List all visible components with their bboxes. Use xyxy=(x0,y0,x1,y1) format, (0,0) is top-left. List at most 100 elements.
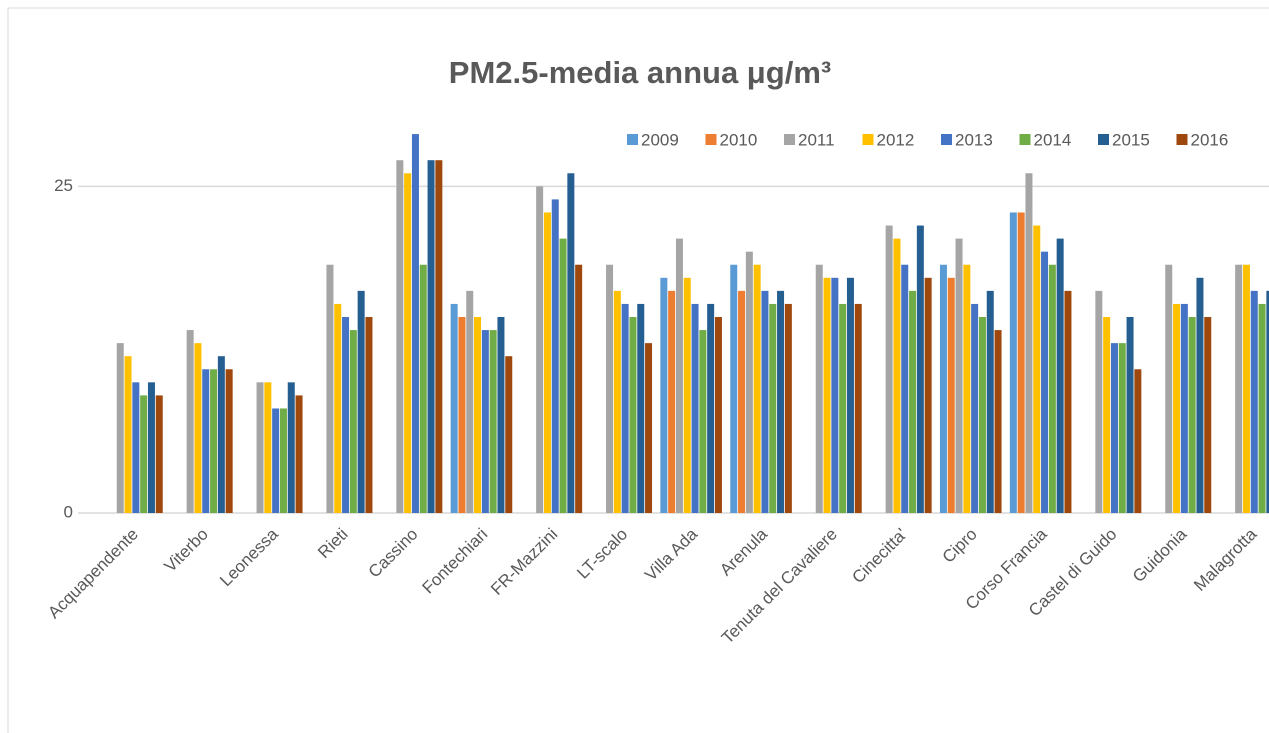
bar xyxy=(210,369,218,513)
legend-swatch xyxy=(862,134,874,145)
bar xyxy=(777,290,785,513)
bar xyxy=(559,238,567,513)
bar xyxy=(753,264,761,513)
legend-swatch xyxy=(941,134,952,145)
bar xyxy=(784,303,792,513)
bar xyxy=(575,264,583,513)
bar xyxy=(761,290,769,513)
bar xyxy=(404,173,412,513)
legend-label: 2014 xyxy=(1034,130,1072,149)
bar xyxy=(194,343,202,513)
bar xyxy=(613,290,621,513)
legend-label: 2009 xyxy=(641,130,679,149)
legend-swatch xyxy=(627,134,638,145)
bar xyxy=(466,290,474,513)
bar xyxy=(1180,303,1188,513)
bar xyxy=(225,369,233,513)
legend-label: 2015 xyxy=(1112,130,1150,149)
legend-swatch xyxy=(1019,134,1031,145)
bar xyxy=(978,317,986,513)
bar xyxy=(155,395,163,513)
bar xyxy=(489,330,497,513)
bar xyxy=(963,264,971,513)
legend-swatch xyxy=(1098,134,1109,145)
legend-swatch xyxy=(705,134,717,145)
bar xyxy=(924,277,932,513)
bar xyxy=(1095,290,1103,513)
bar xyxy=(994,330,1002,513)
bar xyxy=(1033,225,1041,514)
bar xyxy=(474,317,482,513)
bar xyxy=(536,186,544,514)
bar xyxy=(909,290,917,513)
bar xyxy=(202,369,210,513)
bar xyxy=(730,264,738,513)
bar xyxy=(1064,290,1072,513)
bar xyxy=(645,343,653,513)
bar xyxy=(955,238,963,513)
bar xyxy=(256,382,264,513)
bar xyxy=(116,343,124,513)
bar xyxy=(497,317,505,513)
bar xyxy=(1118,343,1126,513)
bar xyxy=(839,303,847,513)
bar xyxy=(939,264,947,513)
bar xyxy=(567,173,575,513)
bar xyxy=(1266,290,1269,513)
bar xyxy=(1196,277,1204,513)
bar xyxy=(831,277,839,513)
legend-swatch xyxy=(1176,134,1188,145)
legend-label: 2011 xyxy=(798,130,835,149)
bar xyxy=(916,225,924,514)
bar xyxy=(1173,303,1181,513)
bar xyxy=(823,277,831,513)
bar xyxy=(815,264,823,513)
bar xyxy=(1056,238,1064,513)
legend-label: 2016 xyxy=(1191,130,1229,149)
bar xyxy=(132,382,140,513)
bar xyxy=(1165,264,1173,513)
bar xyxy=(147,382,155,513)
bar xyxy=(893,238,901,513)
bar xyxy=(334,303,342,513)
bar xyxy=(971,303,979,513)
bar xyxy=(326,264,334,513)
legend-swatch xyxy=(784,134,795,145)
bar xyxy=(675,238,683,513)
bar xyxy=(1126,317,1134,513)
bar xyxy=(1134,369,1142,513)
bar xyxy=(1017,212,1025,513)
bar xyxy=(986,290,994,513)
bar xyxy=(295,395,303,513)
bar xyxy=(769,303,777,513)
bar xyxy=(357,290,365,513)
bar xyxy=(419,264,427,513)
bar xyxy=(140,395,148,513)
bar xyxy=(1048,264,1056,513)
legend-label: 2013 xyxy=(955,130,993,149)
bar xyxy=(637,303,645,513)
bar xyxy=(683,277,691,513)
bar xyxy=(668,290,676,513)
bar xyxy=(660,277,668,513)
bar xyxy=(699,330,707,513)
bar xyxy=(342,317,350,513)
bar xyxy=(458,317,466,513)
bar xyxy=(365,317,373,513)
bar xyxy=(287,382,295,513)
bar xyxy=(1258,303,1266,513)
bar xyxy=(551,199,559,513)
bar xyxy=(745,251,753,513)
bar xyxy=(272,408,280,513)
bar xyxy=(691,303,699,513)
bar xyxy=(435,160,443,513)
bar xyxy=(349,330,357,513)
bar xyxy=(279,408,287,513)
bar xyxy=(411,134,419,514)
bar xyxy=(264,382,272,513)
bar xyxy=(1110,343,1118,513)
y-tick-label: 25 xyxy=(54,176,73,195)
bar xyxy=(854,303,862,513)
bar xyxy=(885,225,893,514)
